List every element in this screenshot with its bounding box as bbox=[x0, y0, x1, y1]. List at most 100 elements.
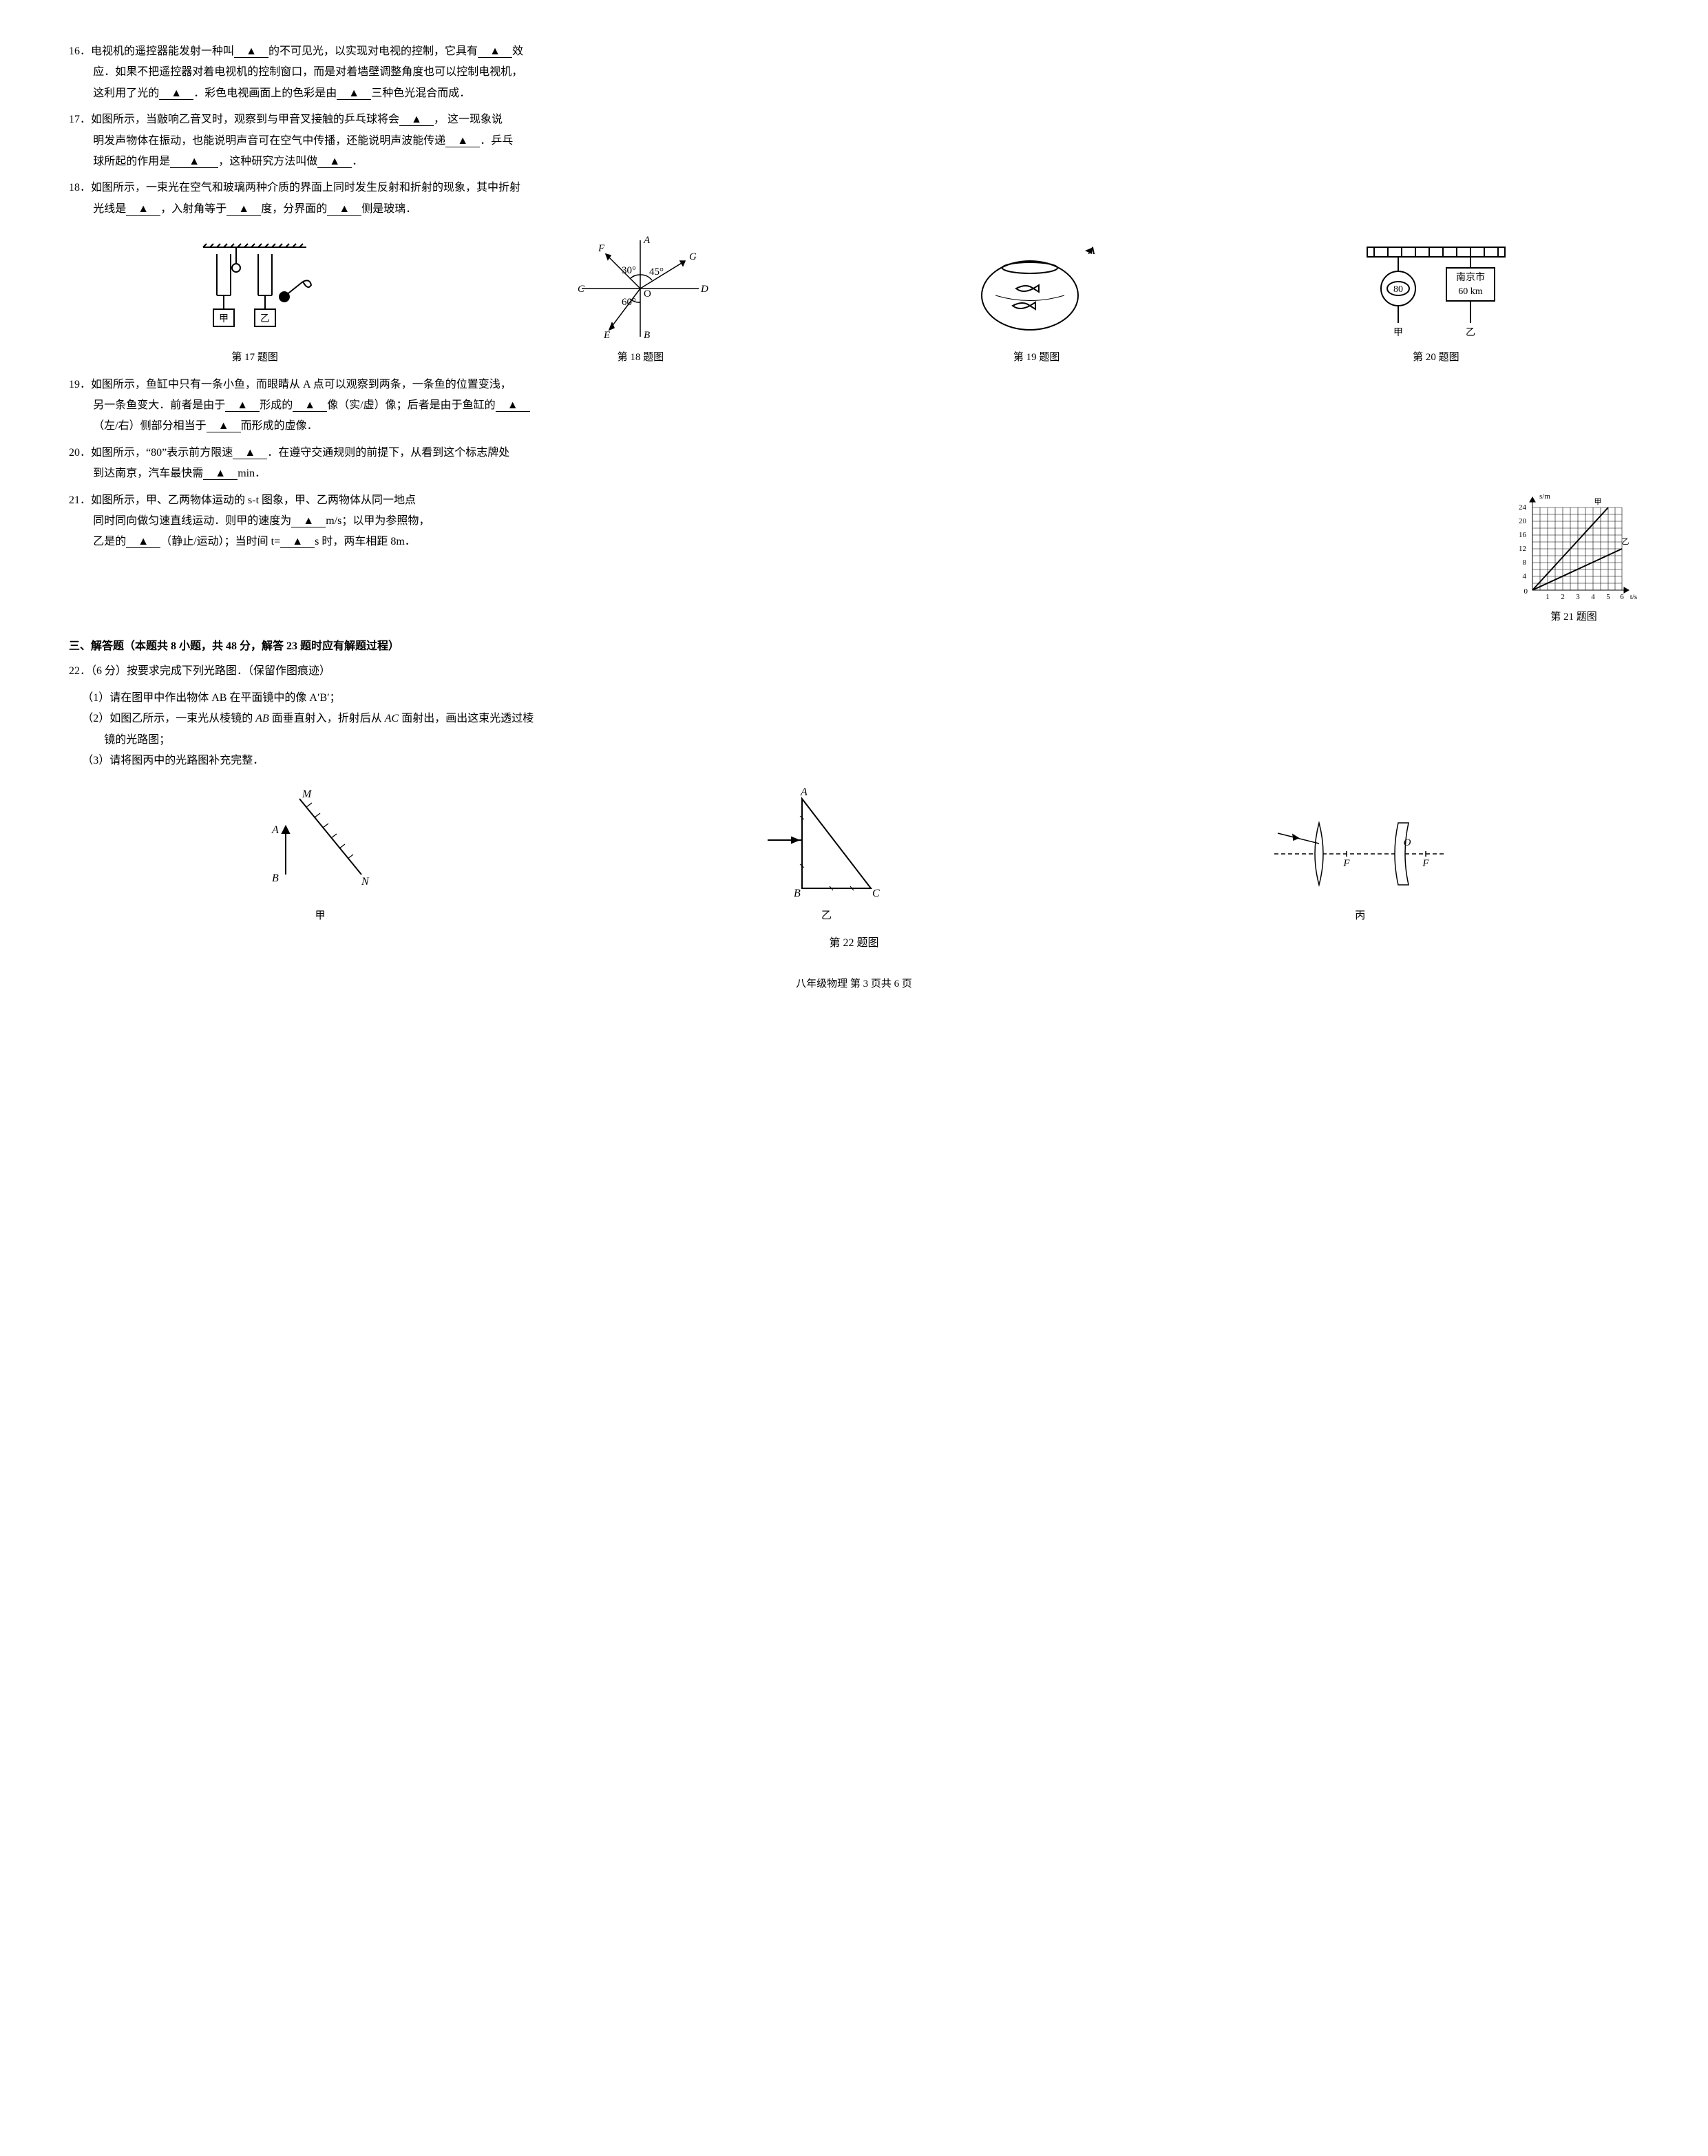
fig20-box: 80 南京市 60 km 甲 乙 第 20 题图 bbox=[1360, 240, 1512, 368]
q20-num: 20． bbox=[69, 447, 91, 459]
q16-blank1: ▲ bbox=[234, 46, 268, 58]
question-21: 123456 4812162024 0 s/m t/s 甲 乙 第 21 题图 … bbox=[69, 490, 1639, 627]
q17-t3b: 球所起的作用是 bbox=[93, 156, 170, 167]
q19-blank2: ▲ bbox=[293, 400, 327, 412]
q17-line3: 球所起的作用是▲，这种研究方法叫做▲． bbox=[69, 151, 1639, 172]
fig22-yi-svg: A B C bbox=[761, 785, 892, 902]
svg-text:A: A bbox=[271, 824, 279, 836]
fig20-svg: 80 南京市 60 km 甲 乙 bbox=[1360, 240, 1512, 344]
fig22-row-cap: 第 22 题图 bbox=[69, 933, 1639, 954]
q18-blank3: ▲ bbox=[327, 204, 361, 216]
fig17-svg: 甲 乙 bbox=[196, 240, 313, 344]
fig22-jia-cap: 甲 bbox=[315, 906, 326, 926]
q19-t2: 形成的 bbox=[260, 399, 293, 411]
svg-text:甲: 甲 bbox=[219, 314, 229, 324]
question-17: 17．如图所示，当敲响乙音叉时，观察到与甲音叉接触的乒乓球将会▲， 这一现象说 … bbox=[69, 109, 1639, 172]
svg-text:45°: 45° bbox=[649, 266, 664, 278]
q17-t3a: ．乒乓 bbox=[480, 135, 513, 147]
fig21-box: 123456 4812162024 0 s/m t/s 甲 乙 第 21 题图 bbox=[1508, 490, 1639, 627]
svg-text:6: 6 bbox=[1620, 593, 1624, 601]
q17-t5: ． bbox=[352, 156, 363, 167]
q19-t4: （左/右）侧部分相当于 bbox=[93, 420, 206, 432]
q19-num: 19． bbox=[69, 379, 91, 390]
svg-text:24: 24 bbox=[1519, 503, 1527, 512]
svg-text:G: G bbox=[689, 251, 697, 262]
q22-num: 22． bbox=[69, 665, 91, 677]
svg-text:8: 8 bbox=[1523, 558, 1527, 567]
svg-text:D: D bbox=[700, 284, 708, 295]
q17-blank3: ▲ bbox=[170, 156, 218, 168]
fig22-bing-box: F F O 丙 bbox=[1271, 806, 1450, 926]
q18-line2: 光线是▲，入射角等于▲度，分界面的▲侧是玻璃． bbox=[69, 199, 1639, 220]
q16-blank2: ▲ bbox=[478, 46, 512, 58]
fig22-bing-svg: F F O bbox=[1271, 806, 1450, 902]
q20-blank1: ▲ bbox=[233, 448, 267, 459]
fig19-box: A 第 19 题图 bbox=[968, 240, 1106, 368]
q22-p1: （1）请在图甲中作出物体 AB 在平面镜中的像 A′B′； bbox=[69, 688, 1639, 709]
fig19-caption: 第 19 题图 bbox=[1013, 348, 1060, 368]
q16-t4: ．彩色电视画面上的色彩是由 bbox=[193, 87, 337, 99]
q18-t4: 侧是玻璃． bbox=[361, 203, 417, 215]
sign-dist: 60 km bbox=[1458, 286, 1483, 297]
q21-blank1: ▲ bbox=[291, 516, 326, 527]
svg-text:0: 0 bbox=[1524, 587, 1528, 596]
q22-lead: （6 分）按要求完成下列光路图．（保留作图痕迹） bbox=[91, 665, 330, 677]
q21-t4: s 时，两车相距 8m． bbox=[315, 536, 416, 547]
q17-blank1: ▲ bbox=[399, 114, 434, 126]
fig18-svg: A F G C D E B 30° 45° 60° O bbox=[568, 233, 713, 344]
q17-t2b: 明发声物体在振动，也能说明声音可在空气中传播，还能说明声波能传递 bbox=[93, 135, 445, 147]
svg-text:3: 3 bbox=[1576, 593, 1580, 601]
svg-text:O: O bbox=[644, 289, 651, 300]
q18-blank1: ▲ bbox=[126, 204, 160, 216]
svg-text:甲: 甲 bbox=[1594, 498, 1602, 506]
q20-line2: 到达南京，汽车最快需▲min． bbox=[69, 463, 1639, 484]
svg-text:60°: 60° bbox=[622, 297, 636, 308]
figure-row-1: 甲 乙 第 17 题图 bbox=[69, 233, 1639, 368]
svg-text:O: O bbox=[1403, 837, 1411, 848]
q19-blank1: ▲ bbox=[225, 400, 260, 412]
q21-t3: （静止/运动）；当时间 t= bbox=[160, 536, 280, 547]
q19-t1: 如图所示，鱼缸中只有一条小鱼，而眼睛从 A 点可以观察到两条，一条鱼的位置变浅， bbox=[91, 379, 512, 390]
question-19: 19．如图所示，鱼缸中只有一条小鱼，而眼睛从 A 点可以观察到两条，一条鱼的位置… bbox=[69, 375, 1639, 437]
q19-t5: 而形成的虚像． bbox=[241, 420, 318, 432]
q21-num: 21． bbox=[69, 494, 91, 506]
q21-line2: 同时同向做匀速直线运动．则甲的速度为▲m/s；以甲为参照物， bbox=[69, 511, 1639, 532]
svg-text:5: 5 bbox=[1606, 593, 1610, 601]
q16-num: 16． bbox=[69, 45, 91, 57]
svg-text:C: C bbox=[578, 284, 585, 295]
svg-text:N: N bbox=[361, 876, 370, 888]
q19-blank4: ▲ bbox=[207, 421, 241, 432]
svg-text:乙: 乙 bbox=[260, 313, 270, 324]
q19-blank3: ▲ bbox=[496, 400, 530, 412]
figure-row-2: M A B N 甲 A B C bbox=[69, 785, 1639, 926]
svg-text:B: B bbox=[644, 330, 650, 341]
q17-num: 17． bbox=[69, 114, 91, 125]
q21-blank2: ▲ bbox=[126, 536, 160, 548]
svg-text:16: 16 bbox=[1519, 531, 1527, 539]
svg-text:2: 2 bbox=[1561, 593, 1565, 601]
svg-text:M: M bbox=[302, 788, 313, 800]
svg-text:乙: 乙 bbox=[1466, 327, 1475, 338]
svg-text:4: 4 bbox=[1591, 593, 1595, 601]
q18-t1b: 光线是 bbox=[93, 203, 126, 215]
sign-city: 南京市 bbox=[1456, 271, 1485, 283]
q16-line3: 这利用了光的▲．彩色电视画面上的色彩是由▲三种色光混合而成． bbox=[69, 83, 1639, 104]
q16-t5: 三种色光混合而成． bbox=[371, 87, 470, 99]
q21-blank3: ▲ bbox=[280, 536, 315, 548]
svg-text:20: 20 bbox=[1519, 517, 1527, 525]
svg-text:F: F bbox=[1342, 858, 1350, 869]
q18-blank2: ▲ bbox=[226, 204, 261, 216]
q21-t1a: 如图所示，甲、乙两物体运动的 s-t 图象，甲、乙两物体从同一地点 bbox=[91, 494, 416, 506]
fig17-box: 甲 乙 第 17 题图 bbox=[196, 240, 313, 368]
question-22: 22．（6 分）按要求完成下列光路图．（保留作图痕迹） bbox=[69, 661, 1639, 682]
svg-text:t/s: t/s bbox=[1630, 593, 1637, 601]
q17-blank4: ▲ bbox=[317, 156, 352, 168]
q18-t3: 度，分界面的 bbox=[261, 203, 327, 215]
q18-t2: ，入射角等于 bbox=[160, 203, 226, 215]
svg-text:s/m: s/m bbox=[1539, 492, 1550, 501]
svg-text:F: F bbox=[1422, 858, 1429, 869]
q20-t1: 如图所示，“80”表示前方限速 bbox=[91, 447, 233, 459]
svg-text:乙: 乙 bbox=[1622, 537, 1630, 546]
svg-text:1: 1 bbox=[1546, 593, 1550, 601]
svg-text:C: C bbox=[872, 888, 880, 899]
